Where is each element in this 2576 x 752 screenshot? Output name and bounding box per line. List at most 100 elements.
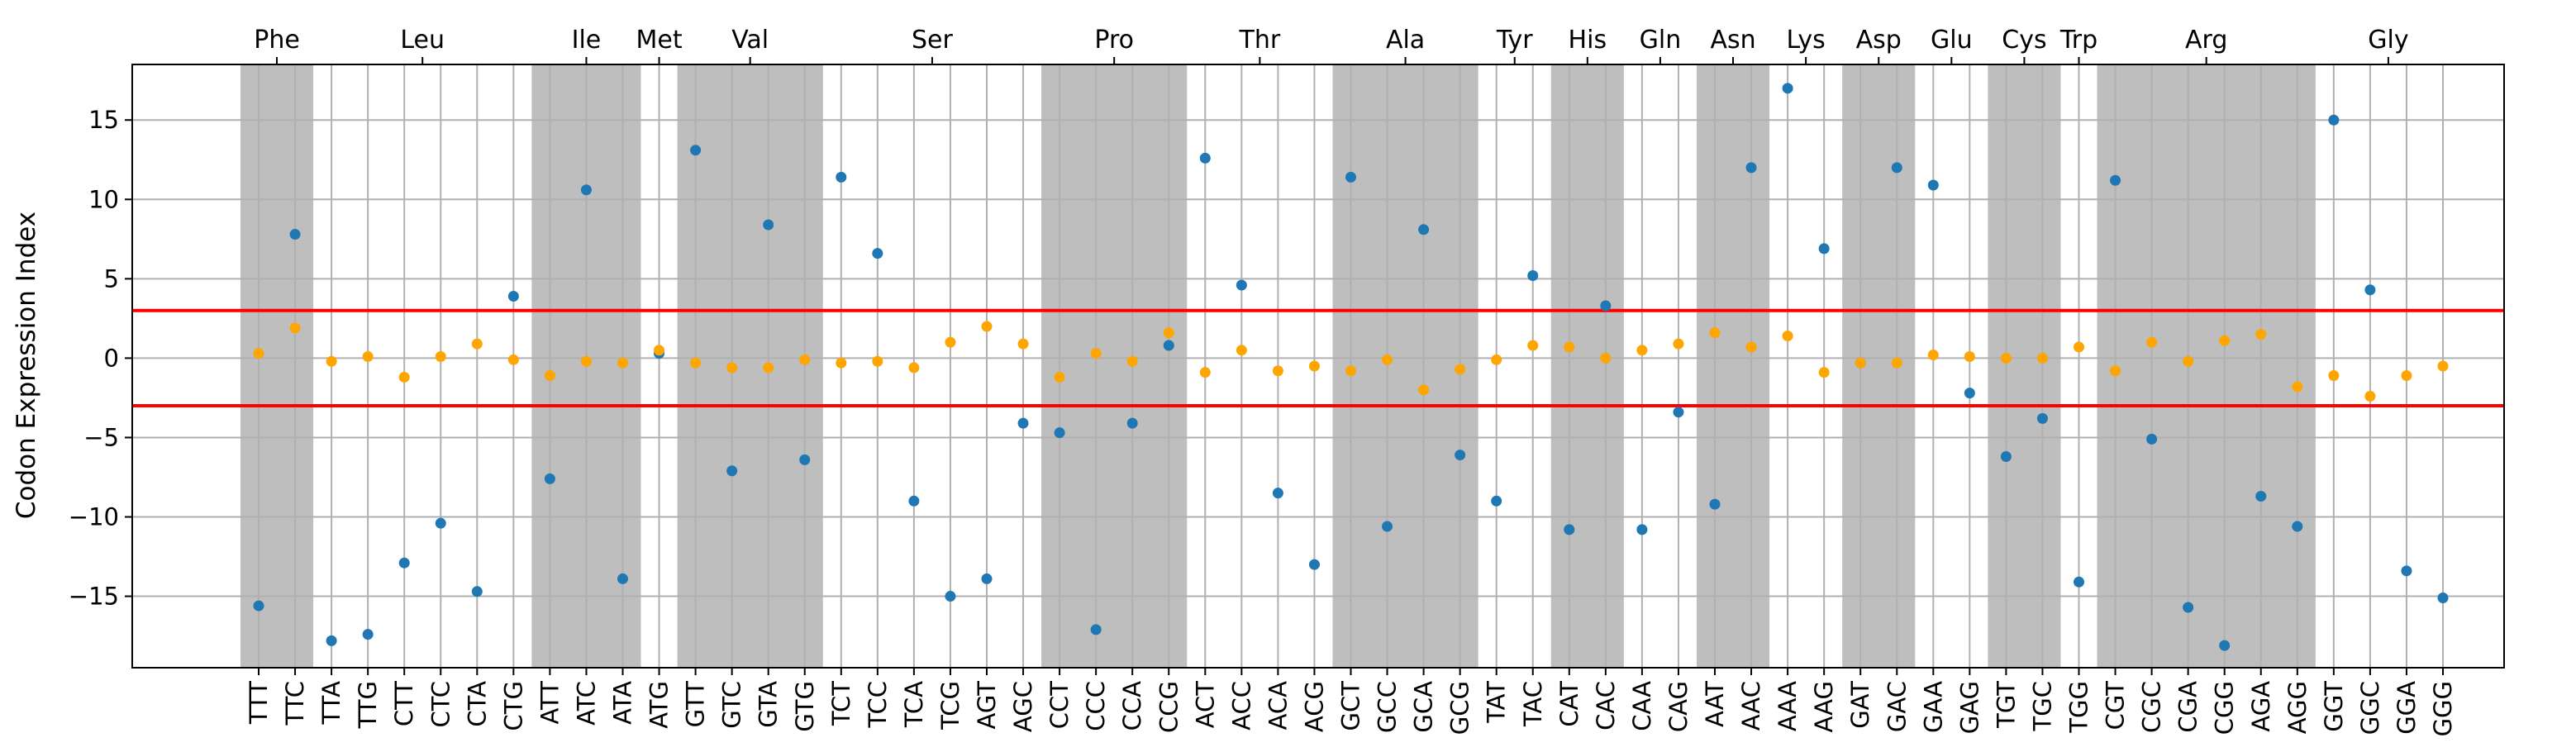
amino-acid-label-glu: Glu <box>1931 26 1973 55</box>
x-tick-label-ttc: TTC <box>281 681 309 726</box>
x-tick-label-ccc: CCC <box>1082 681 1110 731</box>
point-blue-ggc <box>2364 284 2376 296</box>
point-orange-cca <box>1126 355 1138 367</box>
point-blue-cga <box>2183 602 2194 613</box>
point-orange-tta <box>326 355 337 367</box>
x-tick-label-gtc: GTC <box>718 681 746 729</box>
point-orange-ctg <box>507 354 519 365</box>
x-tick-label-gcg: GCG <box>1446 681 1474 735</box>
point-orange-ggg <box>2437 360 2449 372</box>
point-orange-gag <box>1964 350 1975 362</box>
x-tick-label-atg: ATG <box>645 681 674 729</box>
point-orange-ttt <box>253 348 264 359</box>
point-blue-act <box>1199 152 1211 164</box>
x-tick-label-acg: ACG <box>1300 681 1328 732</box>
x-tick-label-tgc: TGC <box>2028 681 2056 731</box>
point-orange-att <box>544 370 555 382</box>
point-orange-tcg <box>945 336 956 348</box>
point-orange-cat <box>1564 341 1575 353</box>
x-tick-label-cta: CTA <box>463 681 491 727</box>
point-blue-acg <box>1308 559 1320 570</box>
point-blue-ggg <box>2437 592 2449 603</box>
point-blue-tca <box>908 495 920 507</box>
point-orange-gcc <box>1382 354 1393 365</box>
point-blue-ttg <box>362 629 374 640</box>
point-orange-gtg <box>799 354 811 365</box>
x-tick-label-gat: GAT <box>1846 681 1874 729</box>
amino-acid-label-val: Val <box>731 26 769 55</box>
point-blue-gtc <box>726 465 738 477</box>
shade-asn <box>1696 64 1770 668</box>
point-orange-aca <box>1272 365 1283 377</box>
point-blue-ccg <box>1163 340 1174 351</box>
x-tick-label-tca: TCA <box>900 681 928 728</box>
x-tick-label-tta: TTA <box>317 681 345 726</box>
amino-acid-label-his: His <box>1569 26 1607 55</box>
point-orange-caa <box>1636 345 1648 356</box>
point-blue-ggt <box>2328 114 2340 126</box>
shade-ala <box>1332 64 1478 668</box>
point-blue-agt <box>981 573 993 584</box>
shade-cys <box>1988 64 2061 668</box>
y-axis: −15 −10 −5 0 5 10 15 <box>69 106 132 611</box>
point-orange-cgt <box>2110 365 2121 377</box>
x-tick-label-cga: CGA <box>2174 681 2202 733</box>
point-orange-tca <box>908 362 920 374</box>
x-tick-label-ggt: GGT <box>2320 681 2348 732</box>
x-tick-label-agc: AGC <box>1009 681 1037 732</box>
point-blue-cca <box>1126 417 1138 429</box>
point-blue-aac <box>1745 162 1757 174</box>
point-orange-cct <box>1054 371 1065 383</box>
point-blue-aga <box>2255 491 2267 502</box>
amino-acid-label-gln: Gln <box>1640 26 1682 55</box>
shade-asp <box>1842 64 1916 668</box>
y-tick-label: −10 <box>69 503 119 531</box>
point-orange-tct <box>836 357 847 369</box>
point-blue-tat <box>1491 495 1502 507</box>
point-orange-tac <box>1527 340 1539 351</box>
amino-acid-label-thr: Thr <box>1239 26 1281 55</box>
amino-acid-label-gly: Gly <box>2368 26 2408 55</box>
x-tick-label-tat: TAT <box>1483 681 1511 724</box>
x-tick-label-gcc: GCC <box>1374 681 1402 733</box>
point-orange-gac <box>1891 357 1902 369</box>
x-tick-label-ttt: TTT <box>245 681 273 725</box>
point-blue-cac <box>1600 300 1612 312</box>
point-orange-cta <box>471 338 483 350</box>
x-tick-label-cgt: CGT <box>2102 681 2130 731</box>
point-blue-cat <box>1564 524 1575 535</box>
point-orange-aag <box>1818 367 1830 378</box>
x-tick-label-tct: TCT <box>827 681 855 726</box>
x-tick-label-gca: GCA <box>1410 681 1438 733</box>
x-tick-label-ggc: GGC <box>2356 681 2384 735</box>
point-orange-tgt <box>2000 352 2012 364</box>
shade-phe <box>240 64 314 668</box>
point-orange-gtt <box>690 357 702 369</box>
amino-acid-label-leu: Leu <box>400 26 445 55</box>
x-tick-label-aag: AAG <box>1810 681 1838 732</box>
x-tick-label-att: ATT <box>536 681 564 725</box>
point-blue-tta <box>326 635 337 646</box>
point-orange-aga <box>2255 329 2267 340</box>
x-tick-label-tac: TAC <box>1519 681 1547 727</box>
x-tick-label-agg: AGG <box>2283 681 2312 734</box>
amino-acid-label-asn: Asn <box>1710 26 1755 55</box>
y-tick-label: 10 <box>88 185 119 213</box>
y-tick-label: 0 <box>104 344 119 372</box>
x-tick-label-ggg: GGG <box>2429 681 2457 736</box>
x-tick-label-ttg: TTG <box>354 681 382 729</box>
x-tick-label-aga: AGA <box>2247 681 2275 732</box>
point-orange-ttc <box>289 322 301 334</box>
point-blue-gct <box>1345 171 1356 183</box>
threshold-lines <box>132 308 2504 408</box>
amino-acid-label-cys: Cys <box>2002 26 2046 55</box>
x-tick-label-tgt: TGT <box>1992 681 2020 729</box>
point-orange-ttg <box>362 350 374 362</box>
point-blue-cgt <box>2110 174 2121 186</box>
point-blue-gac <box>1891 162 1902 174</box>
point-blue-ctc <box>435 517 446 529</box>
y-tick-label: 15 <box>88 106 119 134</box>
x-tick-label-gtt: GTT <box>682 681 710 728</box>
point-orange-gct <box>1345 365 1356 377</box>
